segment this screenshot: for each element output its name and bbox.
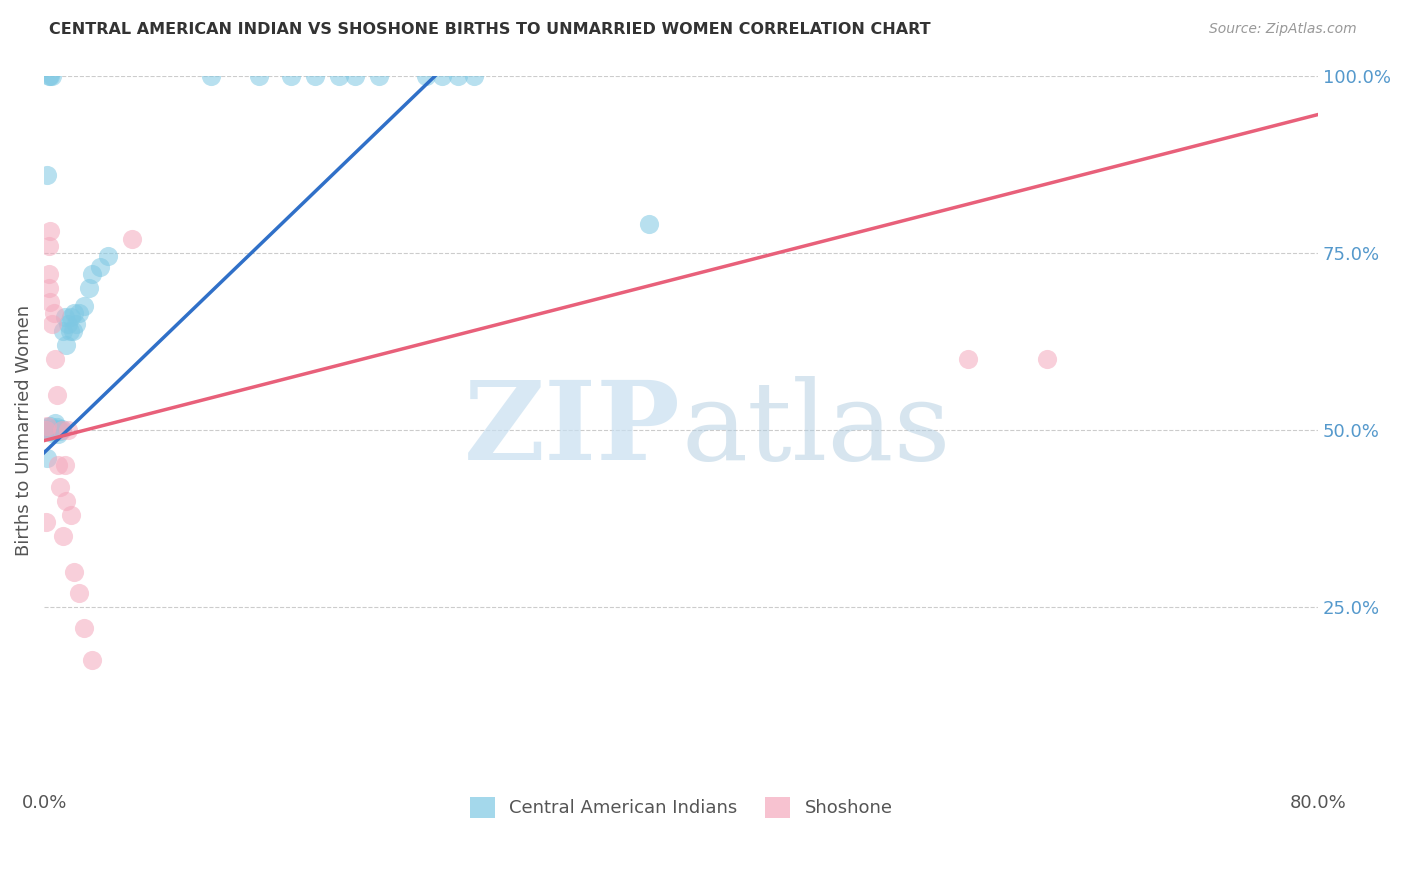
Point: [37, 419, 59, 434]
Point: [53, 310, 76, 324]
Point: [65, 317, 87, 331]
Point: [45, 420, 67, 434]
Point: [35, 515, 58, 529]
Point: [63, 565, 86, 579]
Point: [39, 295, 62, 310]
Point: [77, 281, 100, 295]
Point: [367, 69, 389, 83]
Point: [56, 317, 79, 331]
Point: [39, 225, 62, 239]
Text: Source: ZipAtlas.com: Source: ZipAtlas.com: [1209, 22, 1357, 37]
Point: [328, 69, 350, 83]
Point: [48, 458, 70, 473]
Point: [44, 352, 66, 367]
Point: [67, 306, 90, 320]
Point: [956, 352, 979, 367]
Point: [60, 310, 83, 324]
Text: ZIP: ZIP: [464, 376, 681, 483]
Point: [58, 324, 80, 338]
Point: [37, 168, 59, 182]
Point: [49, 423, 72, 437]
Point: [37, 451, 59, 466]
Point: [41, 69, 63, 83]
Point: [73, 299, 96, 313]
Point: [48, 421, 70, 435]
Point: [247, 69, 270, 83]
Point: [39, 425, 62, 439]
Point: [97, 249, 120, 263]
Point: [37, 420, 59, 434]
Point: [447, 69, 470, 83]
Text: CENTRAL AMERICAN INDIAN VS SHOSHONE BIRTHS TO UNMARRIED WOMEN CORRELATION CHART: CENTRAL AMERICAN INDIAN VS SHOSHONE BIRT…: [49, 22, 931, 37]
Point: [62, 324, 84, 338]
Point: [52, 529, 75, 543]
Point: [200, 69, 222, 83]
Point: [41, 317, 63, 331]
Point: [44, 416, 66, 430]
Point: [60, 508, 83, 522]
Point: [53, 458, 76, 473]
Point: [49, 480, 72, 494]
Point: [121, 231, 143, 245]
Point: [39, 419, 62, 434]
Point: [51, 421, 73, 435]
Y-axis label: Births to Unmarried Women: Births to Unmarried Women: [15, 304, 32, 556]
Point: [35, 425, 58, 439]
Text: atlas: atlas: [681, 376, 950, 483]
Point: [38, 69, 60, 83]
Point: [80, 267, 103, 281]
Point: [343, 69, 366, 83]
Point: [89, 260, 111, 274]
Point: [415, 69, 437, 83]
Point: [39, 69, 62, 83]
Point: [49, 425, 72, 439]
Point: [55, 338, 77, 352]
Point: [42, 306, 65, 320]
Point: [42, 425, 65, 439]
Point: [42, 421, 65, 435]
Point: [67, 586, 90, 600]
Point: [463, 69, 485, 83]
Point: [44, 423, 66, 437]
Point: [41, 423, 63, 437]
Point: [80, 653, 103, 667]
Point: [45, 425, 67, 439]
Point: [63, 306, 86, 320]
Point: [35, 421, 58, 435]
Point: [51, 423, 73, 437]
Point: [38, 238, 60, 252]
Point: [48, 426, 70, 441]
Point: [280, 69, 302, 83]
Point: [56, 423, 79, 437]
Point: [432, 69, 454, 83]
Point: [52, 324, 75, 338]
Point: [1036, 352, 1059, 367]
Legend: Central American Indians, Shoshone: Central American Indians, Shoshone: [463, 789, 900, 825]
Point: [35, 423, 58, 437]
Point: [55, 494, 77, 508]
Point: [638, 218, 661, 232]
Point: [38, 423, 60, 437]
Point: [38, 267, 60, 281]
Point: [38, 281, 60, 295]
Point: [73, 622, 96, 636]
Point: [45, 387, 67, 401]
Point: [41, 425, 63, 440]
Point: [304, 69, 326, 83]
